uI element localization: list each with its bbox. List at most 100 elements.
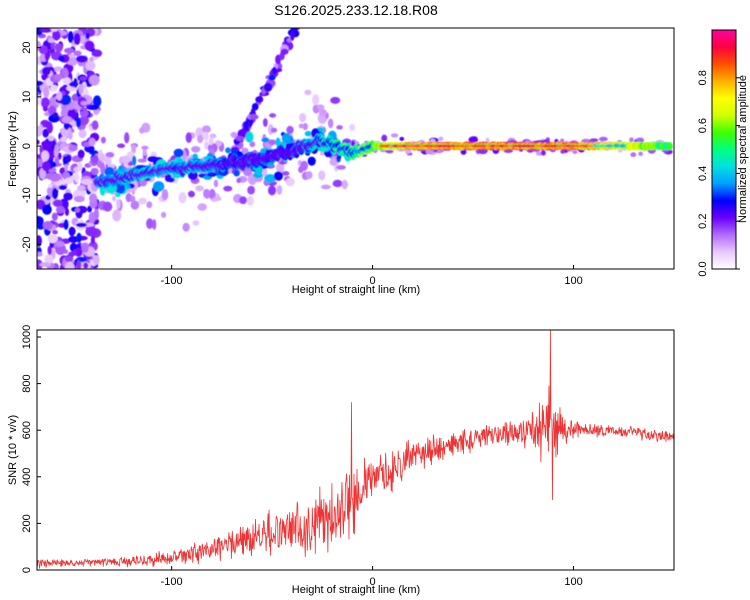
spectrogram-cell <box>92 154 99 163</box>
snr-x-ticks: -100 0 100 <box>161 566 583 588</box>
spectrogram-cell <box>304 130 312 137</box>
colorbar-tick-label: 0.6 <box>697 118 709 133</box>
spectrogram-cell <box>234 135 245 142</box>
spectrogram-y-tick-label: -10 <box>21 187 33 203</box>
spectrogram-cell <box>48 135 55 142</box>
spectrogram-cell <box>50 84 58 92</box>
snr-y-tick-label: 0 <box>21 567 33 573</box>
spectrogram-cell <box>85 32 90 40</box>
spectrogram-cell <box>73 50 82 57</box>
spectrogram-cell <box>285 177 295 187</box>
spectrogram-cell <box>114 192 121 198</box>
snr-y-tick-label: 600 <box>21 421 33 439</box>
spectrogram-cell <box>79 76 88 81</box>
spectrogram-cell <box>37 251 43 257</box>
spectrogram-cell <box>312 94 320 106</box>
spectrogram-cell <box>182 222 190 232</box>
spectrogram-cell <box>124 132 130 144</box>
spectrogram-cell <box>242 167 253 177</box>
spectrogram-cell <box>281 171 290 176</box>
spectrogram-cell <box>56 91 63 101</box>
spectrogram-cell <box>73 32 81 45</box>
spectrogram-cell <box>60 136 68 143</box>
spectrogram-cell <box>245 131 254 143</box>
spectrogram-cell <box>80 100 88 106</box>
spectrogram-cell <box>87 104 100 111</box>
figure-title: S126.2025.233.12.18.R08 <box>274 2 438 18</box>
spectrogram-cell <box>268 139 277 146</box>
spectrogram-y-tick-label: 10 <box>21 91 33 103</box>
spectrogram-cell <box>305 171 313 180</box>
spectrogram-cell <box>63 192 73 201</box>
spectrogram-cell <box>84 222 95 228</box>
spectrogram-cell <box>89 193 98 204</box>
spectrogram-cell <box>67 130 73 140</box>
spectrogram-cell <box>104 156 112 165</box>
spectrogram-cell <box>460 149 467 155</box>
spectrogram-cell <box>195 185 204 192</box>
spectrogram-cell <box>83 262 89 269</box>
spectrogram-cell <box>112 209 122 222</box>
spectrogram-cell <box>276 184 283 195</box>
spectrogram-cell <box>37 80 44 86</box>
spectrogram-cell <box>39 262 52 268</box>
spectrogram-cell <box>44 254 53 265</box>
snr-background <box>37 330 674 570</box>
spectrogram-cell <box>49 173 61 182</box>
spectrogram-cell <box>204 141 209 150</box>
spectrogram-cell <box>197 203 207 211</box>
spectrogram-cell <box>138 197 147 205</box>
spectrogram-cell <box>42 142 52 151</box>
spectrogram-cell <box>46 122 53 134</box>
snr-x-tick-label: 100 <box>564 576 582 588</box>
spectrogram-cell <box>77 149 85 159</box>
spectrogram-cell <box>281 133 292 144</box>
snr-y-tick-label: 200 <box>21 514 33 532</box>
spectrogram-cell <box>50 28 59 32</box>
spectrogram-cell <box>53 66 63 72</box>
spectrogram-cell <box>76 232 82 244</box>
spectrogram-cell <box>185 132 192 143</box>
spectrogram-y-label: Frequency (Hz) <box>7 111 19 187</box>
spectrogram-cell <box>37 139 40 145</box>
spectrogram-cell <box>139 127 145 134</box>
snr-y-ticks: 0 200 400 600 800 1000 <box>21 325 41 573</box>
spectrogram-cell <box>100 153 106 163</box>
spectrogram-cell <box>290 31 295 41</box>
colorbar-ticks: 0.0 0.2 0.4 0.6 0.8 <box>697 70 740 277</box>
spectrogram-cell <box>267 185 277 196</box>
spectrogram-cell <box>72 249 77 256</box>
spectrogram-cell <box>85 226 97 237</box>
spectrogram-cell <box>164 173 172 182</box>
spectrogram-cell <box>93 254 100 265</box>
spectrogram-cell <box>298 123 304 129</box>
spectrogram-cell <box>37 125 43 136</box>
spectrogram-cell <box>74 171 79 183</box>
spectrogram-cell <box>268 74 276 81</box>
spectrogram-cell <box>68 235 79 243</box>
snr-y-tick-label: 1000 <box>21 325 33 349</box>
spectrogram-cell <box>74 207 81 213</box>
spectrogram-cell <box>41 161 51 172</box>
spectrogram-cell <box>336 125 343 130</box>
spectrogram-cell <box>307 156 316 166</box>
snr-y-tick-label: 800 <box>21 374 33 392</box>
spectrogram-cell <box>572 150 578 154</box>
spectrogram-cell <box>263 82 273 92</box>
snr-x-label: Height of straight line (km) <box>292 584 420 596</box>
spectrogram-cell <box>76 259 82 269</box>
spectrogram-cell <box>79 110 89 118</box>
spectrogram-cell <box>381 134 388 142</box>
spectrogram-cell <box>438 136 444 141</box>
spectrogram-cell <box>286 125 294 134</box>
spectrogram-cell <box>178 192 187 204</box>
spectrogram-cell <box>40 97 50 109</box>
spectrogram-cell <box>84 40 95 51</box>
spectrogram-cell <box>76 162 83 172</box>
spectrogram-cell <box>88 137 96 147</box>
spectrogram-cell <box>52 187 59 200</box>
spectrogram-cell <box>90 235 95 245</box>
spectrogram-cell <box>241 147 249 154</box>
spectrogram-cell <box>131 155 137 166</box>
